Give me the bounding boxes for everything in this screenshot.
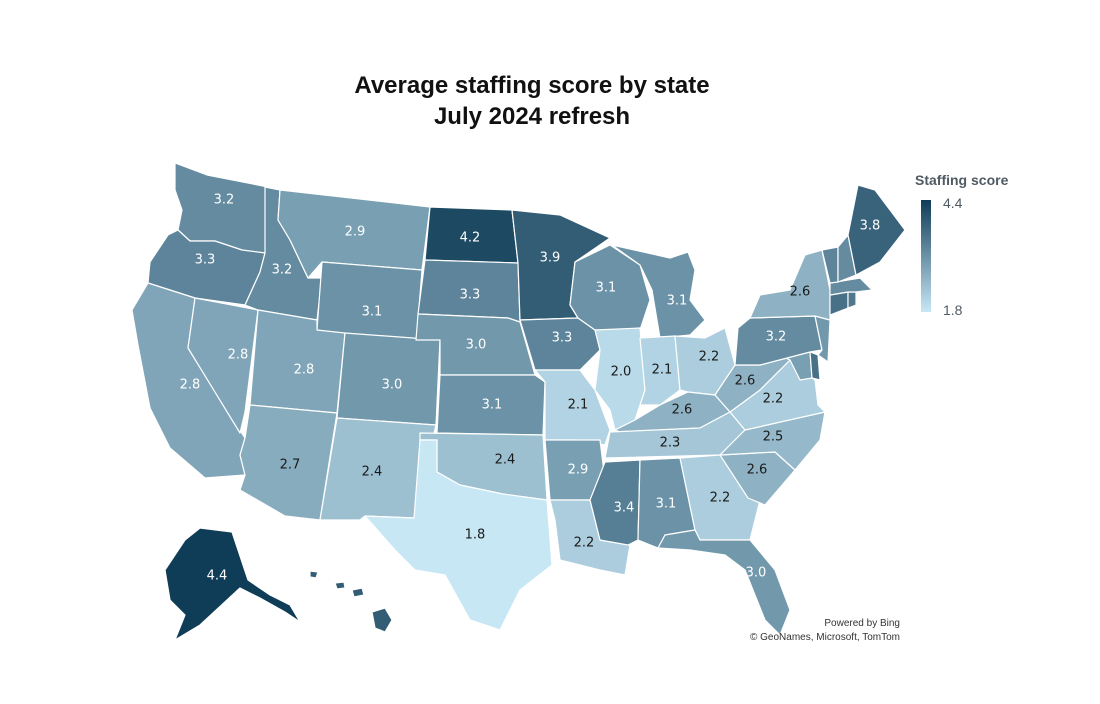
state-label-WY: 3.1 bbox=[362, 305, 383, 320]
map-credit-attribution: © GeoNames, Microsoft, TomTom bbox=[750, 632, 900, 643]
state-CT[interactable] bbox=[829, 291, 849, 316]
state-label-UT: 2.8 bbox=[294, 363, 315, 378]
state-label-SD: 3.3 bbox=[460, 288, 481, 303]
state-label-WV: 2.6 bbox=[735, 374, 756, 389]
state-label-OK: 2.4 bbox=[495, 453, 516, 468]
state-label-NY: 2.6 bbox=[790, 285, 811, 300]
state-label-VA: 2.2 bbox=[763, 392, 784, 407]
map-credit-powered-by: Powered by Bing bbox=[824, 618, 900, 629]
legend-min-label: 1.8 bbox=[943, 302, 963, 318]
map-title: Average staffing score by state July 202… bbox=[0, 70, 1064, 132]
state-label-IN: 2.1 bbox=[652, 363, 673, 378]
state-label-ME: 3.8 bbox=[860, 219, 881, 234]
state-label-IA: 3.3 bbox=[552, 331, 573, 346]
state-label-FL: 3.0 bbox=[746, 566, 767, 581]
state-MO[interactable] bbox=[534, 369, 611, 446]
state-label-IL: 2.0 bbox=[611, 365, 632, 380]
state-MA[interactable] bbox=[829, 277, 873, 296]
state-label-CO: 3.0 bbox=[382, 378, 403, 393]
state-label-GA: 2.2 bbox=[710, 491, 731, 506]
state-label-NM: 2.4 bbox=[362, 465, 383, 480]
title-line-2: July 2024 refresh bbox=[433, 103, 631, 130]
legend-title: Staffing score bbox=[915, 172, 1009, 188]
state-label-ND: 4.2 bbox=[460, 231, 481, 246]
state-RI[interactable] bbox=[847, 291, 857, 309]
state-label-PA: 3.2 bbox=[766, 330, 787, 345]
state-label-AR: 2.9 bbox=[568, 463, 589, 478]
state-HI[interactable] bbox=[309, 570, 393, 633]
state-label-OH: 2.2 bbox=[699, 350, 720, 365]
state-label-TX: 1.8 bbox=[465, 528, 486, 543]
state-label-AK: 4.4 bbox=[207, 569, 228, 584]
state-TX[interactable] bbox=[364, 439, 553, 631]
state-label-TN: 2.3 bbox=[660, 436, 681, 451]
state-label-AL: 3.1 bbox=[656, 497, 677, 512]
state-NV[interactable] bbox=[187, 297, 259, 434]
state-label-KS: 3.1 bbox=[482, 398, 503, 413]
state-label-WI: 3.1 bbox=[596, 281, 617, 296]
state-label-NC: 2.5 bbox=[763, 430, 784, 445]
state-DE[interactable] bbox=[809, 351, 821, 381]
state-AK[interactable] bbox=[164, 527, 301, 641]
state-MI[interactable] bbox=[611, 244, 706, 339]
state-label-NV: 2.8 bbox=[228, 348, 249, 363]
legend-max-label: 4.4 bbox=[943, 195, 963, 211]
state-FL[interactable] bbox=[657, 529, 791, 636]
title-line-1: Average staffing score by state bbox=[354, 72, 710, 99]
state-label-MN: 3.9 bbox=[540, 251, 561, 266]
state-label-MT: 2.9 bbox=[345, 225, 366, 240]
legend-color-bar bbox=[921, 200, 931, 312]
state-label-MS: 3.4 bbox=[614, 501, 635, 516]
state-label-ID: 3.2 bbox=[272, 263, 293, 278]
state-label-NE: 3.0 bbox=[466, 338, 487, 353]
state-label-MO: 2.1 bbox=[568, 398, 589, 413]
state-label-MI: 3.1 bbox=[667, 294, 688, 309]
state-label-KY: 2.6 bbox=[672, 403, 693, 418]
state-label-SC: 2.6 bbox=[747, 463, 768, 478]
state-label-LA: 2.2 bbox=[574, 536, 595, 551]
state-label-CA: 2.8 bbox=[180, 378, 201, 393]
state-ME[interactable] bbox=[847, 184, 906, 276]
state-label-OR: 3.3 bbox=[195, 253, 216, 268]
state-label-WA: 3.2 bbox=[214, 193, 235, 208]
state-label-AZ: 2.7 bbox=[280, 458, 301, 473]
state-KS[interactable] bbox=[436, 374, 546, 436]
